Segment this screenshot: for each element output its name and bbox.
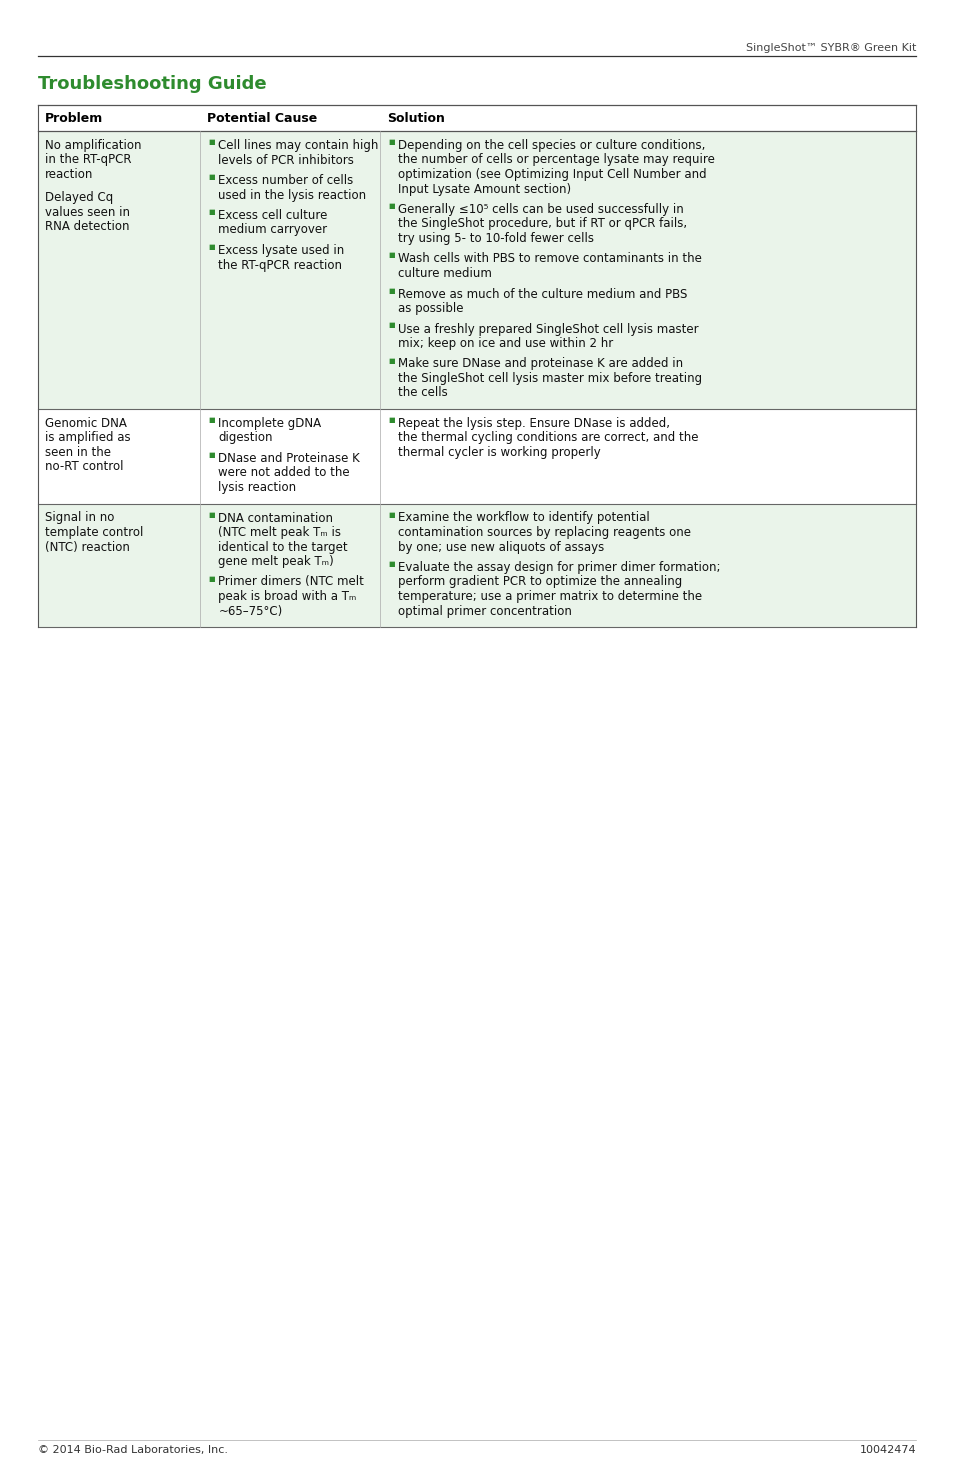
Text: culture medium: culture medium — [398, 267, 492, 280]
Text: ■: ■ — [208, 512, 214, 518]
Bar — [38, 409, 915, 503]
Text: ■: ■ — [208, 575, 214, 581]
Text: Use a freshly prepared SingleShot cell lysis master: Use a freshly prepared SingleShot cell l… — [398, 323, 699, 335]
Text: Repeat the lysis step. Ensure DNase is added,: Repeat the lysis step. Ensure DNase is a… — [398, 417, 670, 431]
Text: ■: ■ — [388, 323, 395, 329]
Text: ■: ■ — [388, 288, 395, 294]
Text: thermal cycler is working properly: thermal cycler is working properly — [398, 445, 600, 459]
Text: contamination sources by replacing reagents one: contamination sources by replacing reage… — [398, 527, 691, 538]
Text: ■: ■ — [388, 357, 395, 363]
Bar — [38, 105, 915, 131]
Text: Cell lines may contain high: Cell lines may contain high — [218, 139, 378, 152]
Text: Depending on the cell species or culture conditions,: Depending on the cell species or culture… — [398, 139, 705, 152]
Text: No amplification: No amplification — [45, 139, 141, 152]
Text: DNase and Proteinase K: DNase and Proteinase K — [218, 451, 360, 465]
Text: the SingleShot cell lysis master mix before treating: the SingleShot cell lysis master mix bef… — [398, 372, 701, 385]
Text: values seen in: values seen in — [45, 205, 130, 218]
Text: Genomic DNA: Genomic DNA — [45, 417, 127, 431]
Text: in the RT-qPCR: in the RT-qPCR — [45, 153, 132, 167]
Text: medium carryover: medium carryover — [218, 224, 327, 236]
Text: 10042474: 10042474 — [859, 1446, 915, 1454]
Text: as possible: as possible — [398, 302, 463, 316]
Bar — [38, 503, 915, 627]
Text: ~65–75°C): ~65–75°C) — [218, 605, 282, 618]
Text: perform gradient PCR to optimize the annealing: perform gradient PCR to optimize the ann… — [398, 575, 682, 589]
Text: optimization (see Optimizing Input Cell Number and: optimization (see Optimizing Input Cell … — [398, 168, 706, 181]
Text: gene melt peak Tₘ): gene melt peak Tₘ) — [218, 555, 334, 568]
Text: Remove as much of the culture medium and PBS: Remove as much of the culture medium and… — [398, 288, 687, 301]
Text: SingleShot™ SYBR® Green Kit: SingleShot™ SYBR® Green Kit — [745, 43, 915, 53]
Text: identical to the target: identical to the target — [218, 540, 348, 553]
Text: © 2014 Bio-Rad Laboratories, Inc.: © 2014 Bio-Rad Laboratories, Inc. — [38, 1446, 228, 1454]
Text: lysis reaction: lysis reaction — [218, 481, 296, 494]
Text: Signal in no: Signal in no — [45, 512, 114, 525]
Text: ■: ■ — [388, 204, 395, 209]
Text: Primer dimers (NTC melt: Primer dimers (NTC melt — [218, 575, 364, 589]
Text: ■: ■ — [208, 243, 214, 249]
Text: the cells: the cells — [398, 386, 448, 400]
Text: mix; keep on ice and use within 2 hr: mix; keep on ice and use within 2 hr — [398, 336, 613, 350]
Text: ■: ■ — [388, 139, 395, 145]
Text: ■: ■ — [388, 560, 395, 566]
Text: ■: ■ — [388, 252, 395, 258]
Text: the SingleShot procedure, but if RT or qPCR fails,: the SingleShot procedure, but if RT or q… — [398, 217, 687, 230]
Text: Examine the workflow to identify potential: Examine the workflow to identify potenti… — [398, 512, 650, 525]
Text: template control: template control — [45, 527, 143, 538]
Text: ■: ■ — [208, 139, 214, 145]
Text: Excess lysate used in: Excess lysate used in — [218, 243, 344, 257]
Text: Troubleshooting Guide: Troubleshooting Guide — [38, 75, 266, 93]
Text: is amplified as: is amplified as — [45, 432, 131, 444]
Text: peak is broad with a Tₘ: peak is broad with a Tₘ — [218, 590, 356, 603]
Text: Excess number of cells: Excess number of cells — [218, 174, 354, 187]
Text: were not added to the: were not added to the — [218, 466, 350, 479]
Text: Wash cells with PBS to remove contaminants in the: Wash cells with PBS to remove contaminan… — [398, 252, 701, 266]
Text: optimal primer concentration: optimal primer concentration — [398, 605, 572, 618]
Text: ■: ■ — [208, 417, 214, 423]
Text: RNA detection: RNA detection — [45, 220, 130, 233]
Text: Evaluate the assay design for primer dimer formation;: Evaluate the assay design for primer dim… — [398, 560, 720, 574]
Text: Delayed Cq: Delayed Cq — [45, 192, 113, 204]
Text: ■: ■ — [208, 209, 214, 215]
Text: seen in the: seen in the — [45, 445, 111, 459]
Text: (NTC melt peak Tₘ is: (NTC melt peak Tₘ is — [218, 527, 341, 538]
Text: DNA contamination: DNA contamination — [218, 512, 334, 525]
Text: ■: ■ — [208, 174, 214, 180]
Text: Excess cell culture: Excess cell culture — [218, 209, 328, 223]
Bar — [38, 131, 915, 409]
Text: Problem: Problem — [45, 112, 103, 124]
Text: Potential Cause: Potential Cause — [207, 112, 317, 124]
Text: no-RT control: no-RT control — [45, 460, 123, 473]
Text: digestion: digestion — [218, 432, 273, 444]
Text: levels of PCR inhibitors: levels of PCR inhibitors — [218, 153, 354, 167]
Text: try using 5- to 10-fold fewer cells: try using 5- to 10-fold fewer cells — [398, 232, 594, 245]
Text: reaction: reaction — [45, 168, 93, 181]
Text: Generally ≤10⁵ cells can be used successfully in: Generally ≤10⁵ cells can be used success… — [398, 204, 683, 215]
Text: the RT-qPCR reaction: the RT-qPCR reaction — [218, 258, 342, 271]
Text: ■: ■ — [208, 451, 214, 459]
Text: used in the lysis reaction: used in the lysis reaction — [218, 189, 366, 202]
Text: (NTC) reaction: (NTC) reaction — [45, 540, 130, 553]
Text: the number of cells or percentage lysate may require: the number of cells or percentage lysate… — [398, 153, 715, 167]
Text: Input Lysate Amount section): Input Lysate Amount section) — [398, 183, 571, 196]
Text: ■: ■ — [388, 512, 395, 518]
Text: Solution: Solution — [387, 112, 445, 124]
Text: by one; use new aliquots of assays: by one; use new aliquots of assays — [398, 540, 604, 553]
Text: the thermal cycling conditions are correct, and the: the thermal cycling conditions are corre… — [398, 432, 699, 444]
Text: Make sure DNase and proteinase K are added in: Make sure DNase and proteinase K are add… — [398, 357, 683, 370]
Text: Incomplete gDNA: Incomplete gDNA — [218, 417, 321, 431]
Text: temperature; use a primer matrix to determine the: temperature; use a primer matrix to dete… — [398, 590, 701, 603]
Text: ■: ■ — [388, 417, 395, 423]
